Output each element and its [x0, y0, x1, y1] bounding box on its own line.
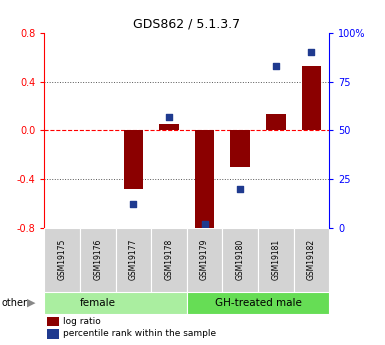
- Bar: [44, 228, 80, 292]
- Bar: [159, 124, 179, 130]
- Bar: [187, 292, 329, 314]
- Text: female: female: [80, 298, 116, 308]
- Text: ▶: ▶: [27, 298, 35, 308]
- Text: GSM19178: GSM19178: [164, 239, 173, 280]
- Bar: [124, 130, 143, 189]
- Bar: [266, 115, 286, 130]
- Text: log ratio: log ratio: [63, 317, 100, 326]
- Text: GSM19182: GSM19182: [307, 239, 316, 280]
- Point: [166, 114, 172, 119]
- Text: GSM19179: GSM19179: [200, 239, 209, 280]
- Bar: [116, 228, 151, 292]
- Point: [201, 221, 208, 227]
- Bar: [293, 228, 329, 292]
- Point: [273, 63, 279, 69]
- Text: percentile rank within the sample: percentile rank within the sample: [63, 329, 216, 338]
- Bar: [47, 317, 59, 326]
- Bar: [258, 228, 294, 292]
- Text: GSM19176: GSM19176: [93, 239, 102, 280]
- Bar: [47, 329, 59, 339]
- Bar: [223, 228, 258, 292]
- Point: [308, 49, 315, 55]
- Bar: [151, 228, 187, 292]
- Text: GSM19177: GSM19177: [129, 239, 138, 280]
- Text: GSM19181: GSM19181: [271, 239, 280, 280]
- Bar: [301, 66, 321, 130]
- Bar: [195, 130, 214, 230]
- Title: GDS862 / 5.1.3.7: GDS862 / 5.1.3.7: [133, 17, 240, 30]
- Text: other: other: [2, 298, 28, 308]
- Point: [237, 186, 243, 191]
- Text: GH-treated male: GH-treated male: [214, 298, 301, 308]
- Bar: [187, 228, 223, 292]
- Bar: [80, 228, 116, 292]
- Text: GSM19175: GSM19175: [58, 239, 67, 280]
- Bar: [230, 130, 250, 167]
- Bar: [44, 292, 187, 314]
- Text: GSM19180: GSM19180: [236, 239, 244, 280]
- Point: [130, 201, 136, 207]
